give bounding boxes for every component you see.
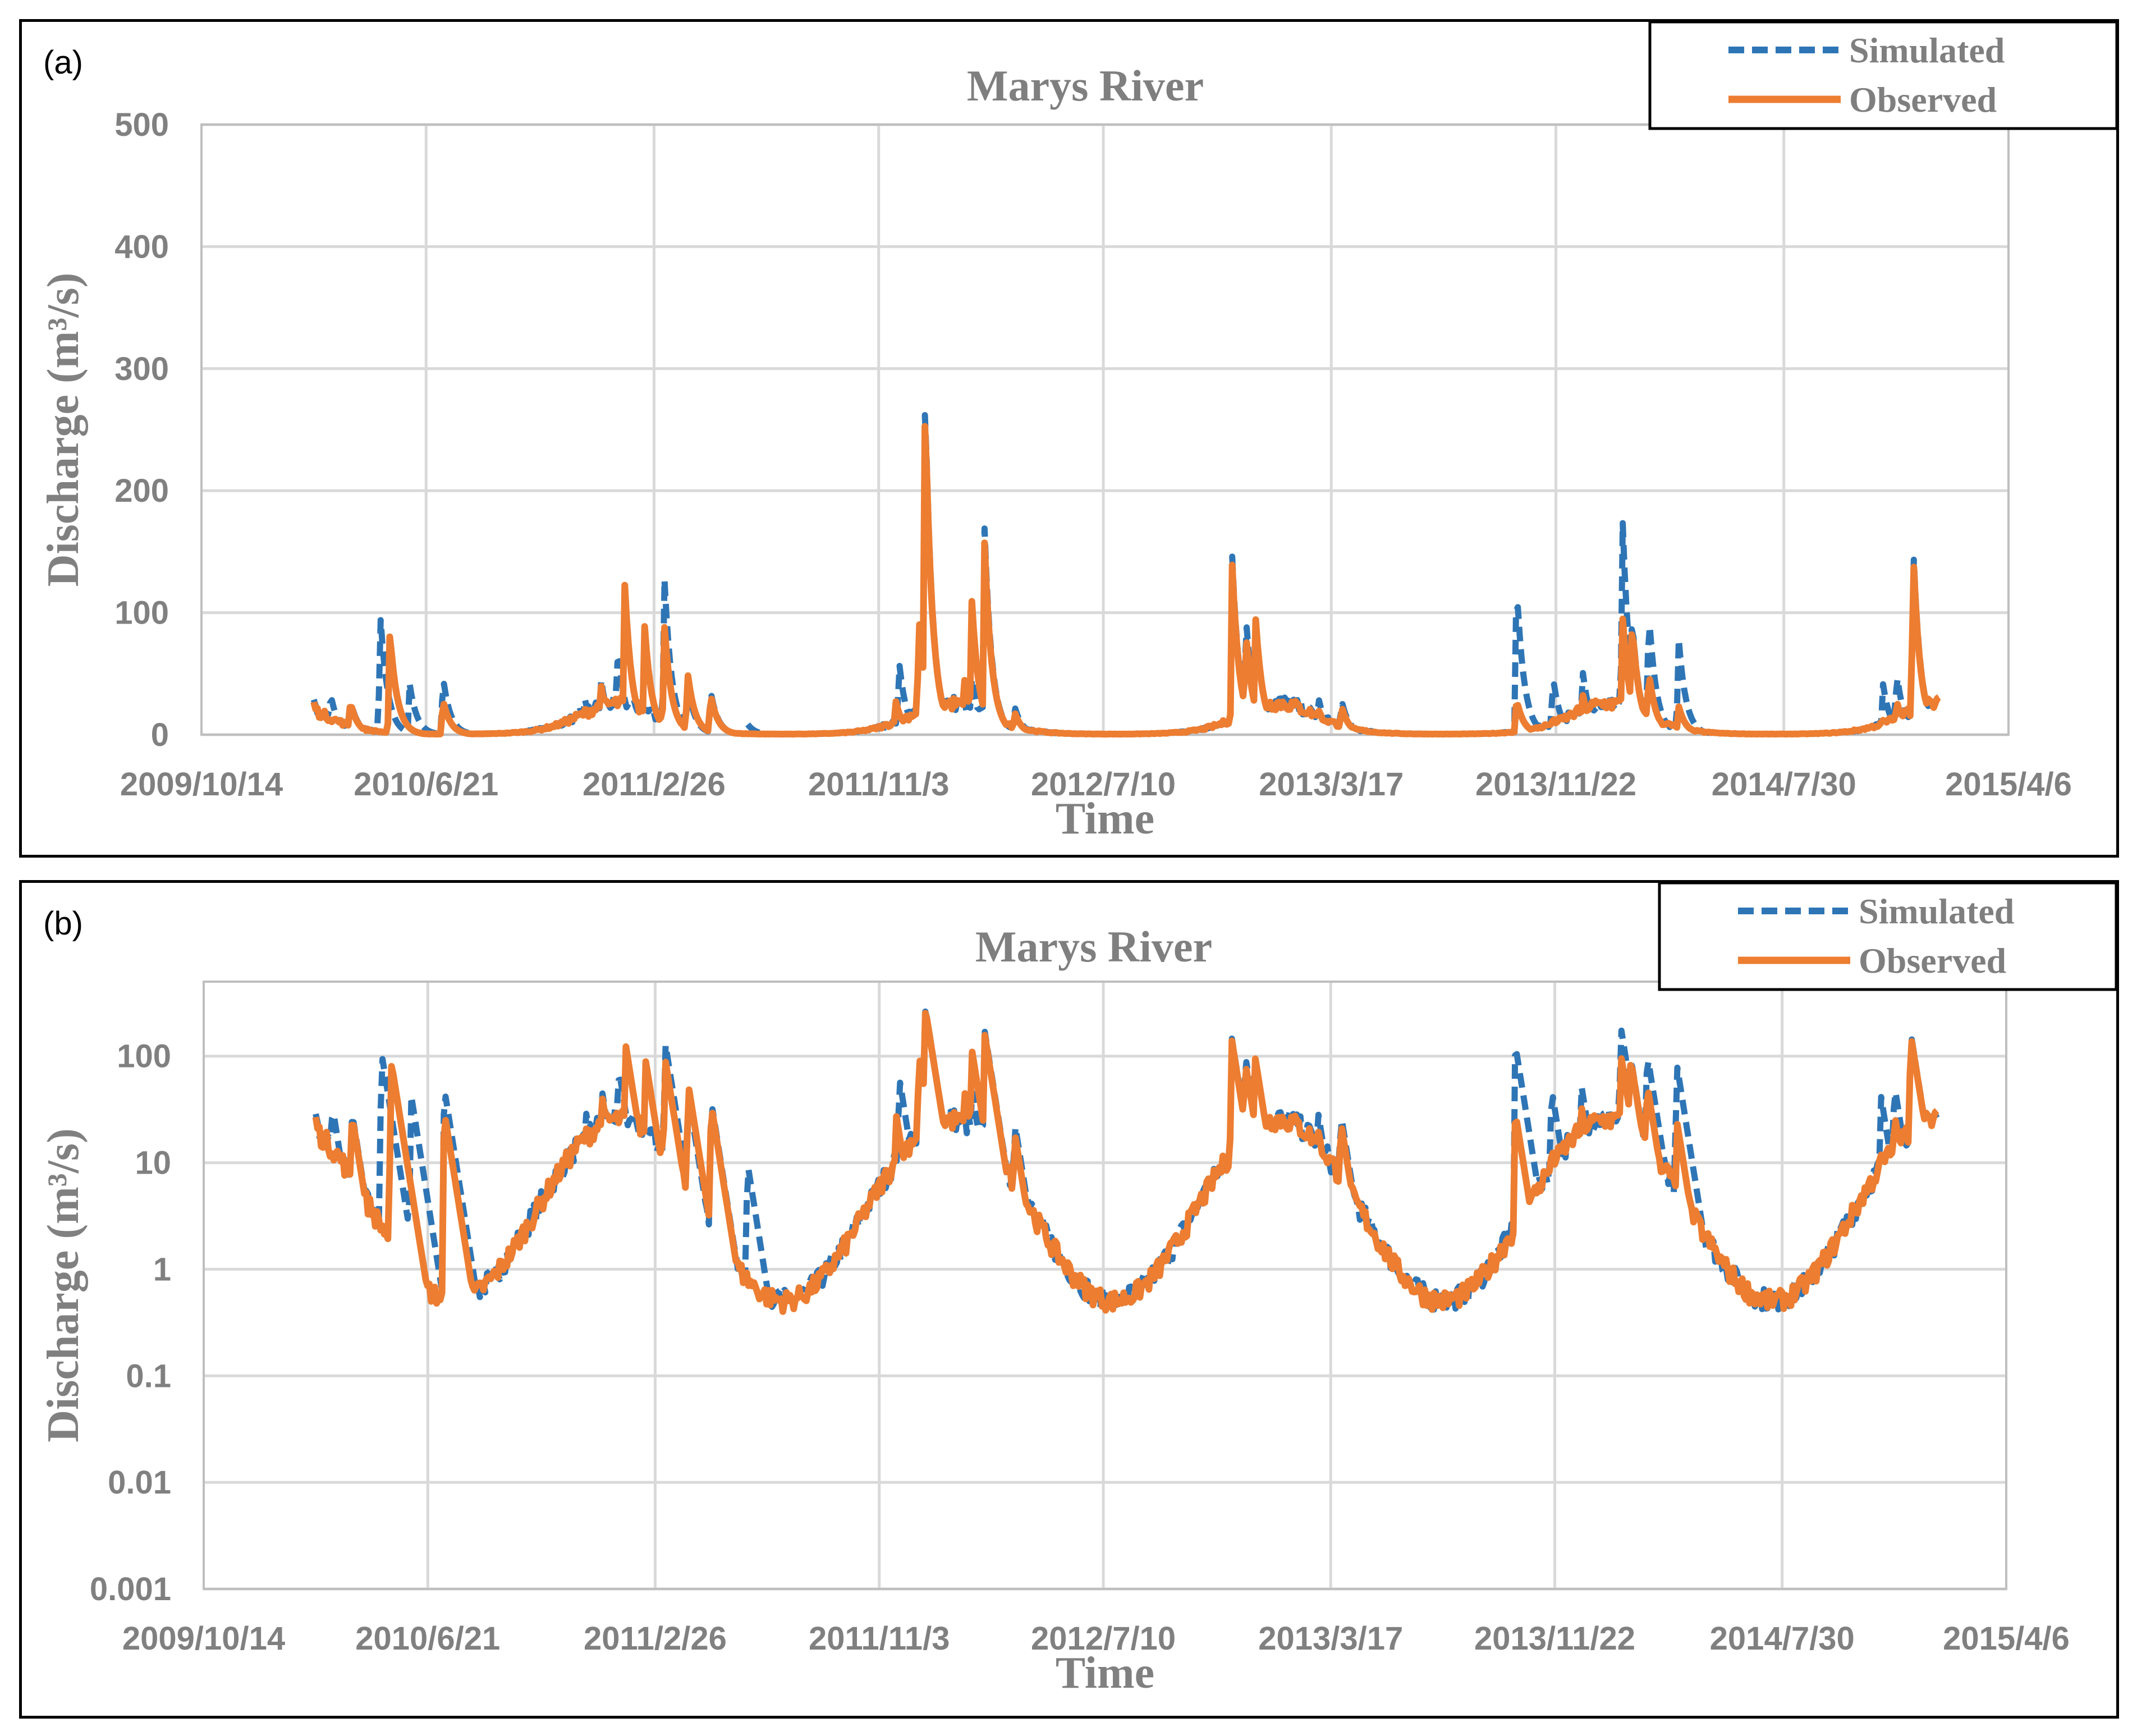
plot-area [203,981,2007,1590]
x-axis-title: Time [1056,794,1154,844]
x-tick-label: 2011/11/3 [809,1620,950,1657]
y-tick-label: 100 [117,1038,171,1075]
x-tick-label: 2013/11/22 [1475,766,1636,803]
chart-title: Marys River [967,61,1204,110]
x-tick-label: 2009/10/14 [120,766,283,803]
legend-box [1648,22,2116,130]
x-tick-label: 2010/6/21 [354,766,498,803]
x-tick-label: 2011/11/3 [808,766,950,803]
legend-observed-label: Observed [1859,941,2006,981]
x-axis-title: Time [1056,1648,1154,1698]
x-tick-label: 2015/4/6 [1943,1620,2070,1657]
legend-observed-label: Observed [1849,80,1997,120]
y-axis-title: Discharge (m³/s) [39,273,88,587]
x-tick-label: 2013/11/22 [1474,1620,1635,1657]
x-tick-label: 2011/2/26 [584,1620,727,1657]
y-tick-label: 0.1 [126,1358,171,1394]
x-tick-label: 2014/7/30 [1712,766,1856,803]
observed-series-line [310,423,1941,738]
y-tick-label: 100 [114,595,169,631]
x-tick-label: 2014/7/30 [1710,1620,1855,1657]
chart-title: Marys River [975,922,1212,971]
y-tick-label: 400 [114,228,169,265]
panel-label: (a) [43,44,83,81]
chart-b-svg: 0.001 0.01 0.1 1 10 100 2009/10/14 2010/6/21 201… [39,883,2116,1698]
y-tick-label: 0 [151,717,169,753]
y-tick-label: 0.01 [108,1464,171,1501]
x-tick-label: 2012/7/10 [1031,1620,1176,1657]
x-tick-label: 2013/3/17 [1259,766,1404,803]
legend-simulated-label: Simulated [1859,891,2014,931]
panel-label: (b) [43,905,83,942]
y-tick-label: 10 [135,1145,171,1181]
chart-panel-a: 0 100 200 300 400 500 2009/10/14 2010/6/21 2011/… [19,19,2119,858]
x-tick-label: 2013/3/17 [1258,1620,1403,1657]
plot-area [200,123,2010,736]
x-tick-label: 2010/6/21 [355,1620,500,1657]
y-axis-title: Discharge (m³/s) [39,1128,88,1442]
x-tick-label: 2011/2/26 [583,766,726,803]
y-tick-label: 300 [114,351,169,387]
y-tick-label: 0.001 [90,1571,171,1607]
x-tick-label: 2012/7/10 [1031,766,1176,803]
x-tick-label: 2009/10/14 [122,1620,285,1657]
legend-simulated-label: Simulated [1849,30,2005,70]
legend-box [1658,883,2116,991]
simulated-series-line [310,412,1942,738]
y-tick-label: 500 [114,107,169,143]
x-tick-label: 2015/4/6 [1945,766,2072,803]
chart-a-svg: 0 100 200 300 400 500 2009/10/14 2010/6/21 2011/… [39,22,2116,844]
y-tick-label: 1 [153,1251,171,1288]
y-tick-label: 200 [114,473,169,509]
chart-panel-b: 0.001 0.01 0.1 1 10 100 2009/10/14 2010/6/21 201… [19,880,2119,1719]
observed-series-line [312,1010,1939,1315]
